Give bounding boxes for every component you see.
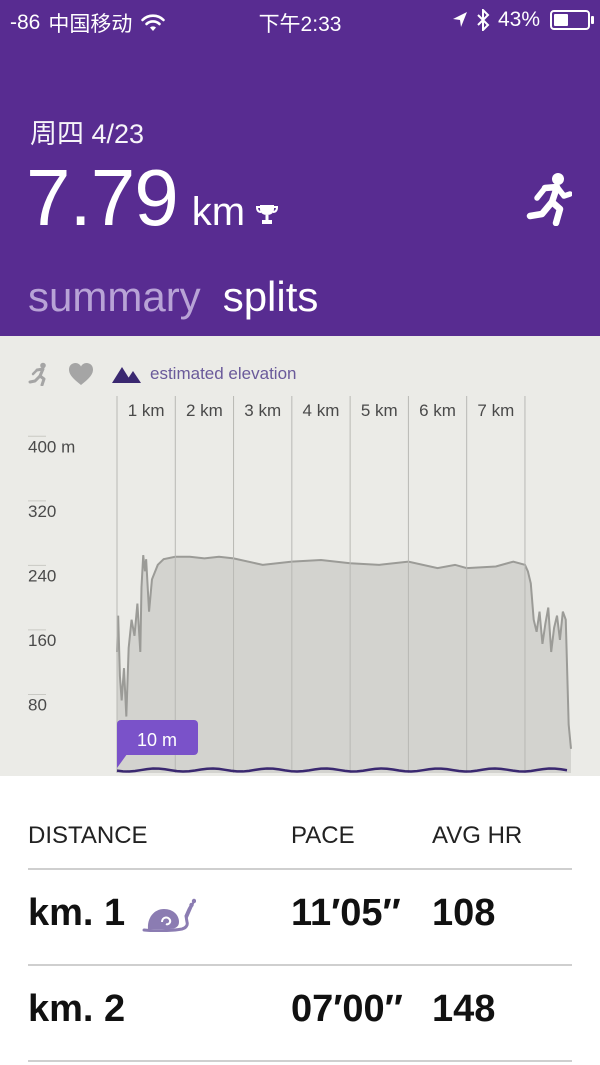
elevation-toggle-button[interactable]: estimated elevation	[112, 364, 296, 384]
status-bar: -86 中国移动 下午2:33 43%	[0, 0, 600, 40]
x-tick-label: 1 km	[128, 401, 165, 420]
row-distance: km. 2	[28, 988, 126, 1030]
status-left: -86 中国移动	[10, 8, 166, 38]
value-marker-bubble	[117, 720, 198, 755]
x-tick-label: 2 km	[186, 401, 223, 420]
elevation-chart-panel: estimated elevation 400 m 320 240 160 80 1 km…	[0, 336, 600, 776]
bluetooth-icon	[477, 9, 490, 31]
x-tick-label: 5 km	[361, 401, 398, 420]
elevation-chart[interactable]: 400 m 320 240 160 80 1 km 2 km 3 km 4 km 5 km 6 km…	[0, 336, 600, 776]
location-arrow-icon	[452, 12, 467, 27]
x-tick-label: 7 km	[477, 401, 514, 420]
table-row[interactable]: km. 2 07′00″ 148	[28, 966, 572, 1062]
y-tick-label: 80	[28, 695, 47, 714]
mountains-icon	[112, 367, 141, 383]
header-pace: PACE	[291, 822, 355, 849]
distance-summary: 7.79 km	[26, 158, 279, 238]
tab-bar: summary splits	[28, 276, 318, 318]
status-right: 43%	[452, 8, 594, 32]
row-distance: km. 1	[28, 892, 126, 934]
elevation-label: estimated elevation	[150, 364, 297, 383]
table-row[interactable]: km. 1 11′05″ 108	[28, 870, 572, 966]
elevation-area	[117, 555, 571, 773]
activity-date: 周四 4/23	[30, 119, 145, 149]
bottom-series-line	[116, 767, 568, 773]
splits-table: DISTANCE PACE AVG HR km. 1 11′05″ 108 km…	[0, 776, 600, 1065]
elevation-line	[116, 555, 572, 749]
running-person-icon[interactable]	[526, 172, 572, 226]
distance-value: 7.79	[26, 153, 179, 242]
runner-icon	[28, 362, 46, 386]
x-tick-label: 6 km	[419, 401, 456, 420]
chart-toolbar: estimated elevation	[28, 362, 296, 386]
row-avg-hr: 148	[432, 988, 496, 1030]
row-pace: 11′05″	[291, 892, 401, 934]
battery-percent: 43%	[497, 8, 540, 31]
row-pace: 07′00″	[291, 988, 403, 1030]
value-marker-pointer	[117, 750, 130, 768]
header: -86 中国移动 下午2:33 43% 周四 4/23 7.79 km	[0, 0, 600, 336]
pace-toggle-button[interactable]	[28, 362, 50, 386]
y-tick-label: 240	[28, 566, 56, 585]
wifi-icon	[141, 14, 166, 31]
tab-splits[interactable]: splits	[222, 273, 319, 320]
heart-icon	[69, 363, 93, 385]
x-tick-label: 4 km	[303, 401, 340, 420]
y-tick-label: 160	[28, 631, 56, 650]
snail-icon	[142, 898, 196, 932]
table-header: DISTANCE PACE AVG HR	[28, 822, 572, 870]
x-tick-label: 3 km	[244, 401, 281, 420]
value-marker-label: 10 m	[137, 730, 177, 750]
battery-icon	[550, 10, 594, 30]
y-tick-label: 400 m	[28, 437, 75, 456]
signal-strength: -86	[10, 11, 41, 34]
y-tick-label: 320	[28, 502, 56, 521]
header-distance: DISTANCE	[28, 822, 148, 849]
battery-level	[554, 14, 568, 26]
status-time: 下午2:33	[258, 13, 342, 36]
heart-rate-toggle-button[interactable]	[68, 362, 94, 386]
header-avg-hr: AVG HR	[432, 822, 523, 849]
distance-unit: km	[191, 190, 246, 234]
tab-summary[interactable]: summary	[28, 273, 201, 320]
row-avg-hr: 108	[432, 892, 496, 934]
carrier-name: 中国移动	[48, 13, 133, 36]
trophy-icon	[256, 205, 279, 224]
